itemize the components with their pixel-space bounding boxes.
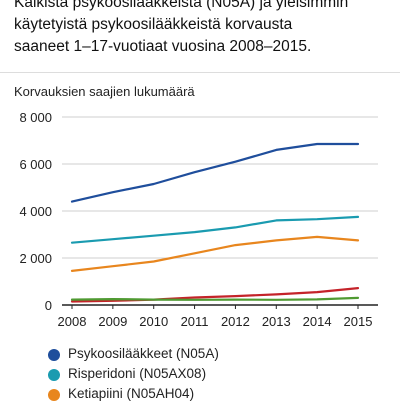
y-axis-title: Korvauksien saajien lukumäärä <box>14 84 195 99</box>
chart-title-line-1: Kaikista psykoosilääkkeistä (N05A) ja yl… <box>14 0 349 11</box>
chart-title-line-2: käytetyistä psykoosilääkkeistä korvausta <box>14 16 293 33</box>
y-tick-label: 4 000 <box>19 204 52 219</box>
x-tick-label: 2013 <box>262 314 291 329</box>
legend-label-risperidoni: Risperidoni (N05AX08) <box>68 366 207 381</box>
series-line-series-4 <box>70 296 360 301</box>
legend-dot-ketiapiini <box>48 389 60 401</box>
x-tick-label: 2009 <box>98 314 127 329</box>
series-line-series-3 <box>70 287 360 303</box>
y-tick-label: 2 000 <box>19 251 52 266</box>
x-tick-label: 2014 <box>303 314 332 329</box>
legend-label-ketiapiini: Ketiapiini (N05AH04) <box>68 386 195 401</box>
x-tick-label: 2015 <box>344 314 373 329</box>
legend-dot-psykoosilaakkeet <box>48 349 60 361</box>
legend-dot-risperidoni <box>48 369 60 381</box>
series-line-psykoosilääkkeet <box>70 142 360 203</box>
chart-title-line-3: saaneet 1–17-vuotiaat vuosina 2008–2015. <box>14 38 312 55</box>
legend-label-psykoosilaakkeet: Psykoosilääkkeet (N05A) <box>68 346 219 361</box>
y-tick-label: 6 000 <box>19 157 52 172</box>
x-tick-label: 2010 <box>139 314 168 329</box>
y-tick-label: 8 000 <box>19 110 52 125</box>
y-tick-label: 0 <box>45 298 52 313</box>
x-tick-label: 2011 <box>181 314 209 329</box>
series-line-ketiapiini <box>70 235 360 272</box>
divider-rule <box>0 72 400 73</box>
series-line-risperidoni <box>70 215 360 244</box>
x-tick-label: 2012 <box>221 314 250 329</box>
x-tick-label: 2008 <box>58 314 87 329</box>
